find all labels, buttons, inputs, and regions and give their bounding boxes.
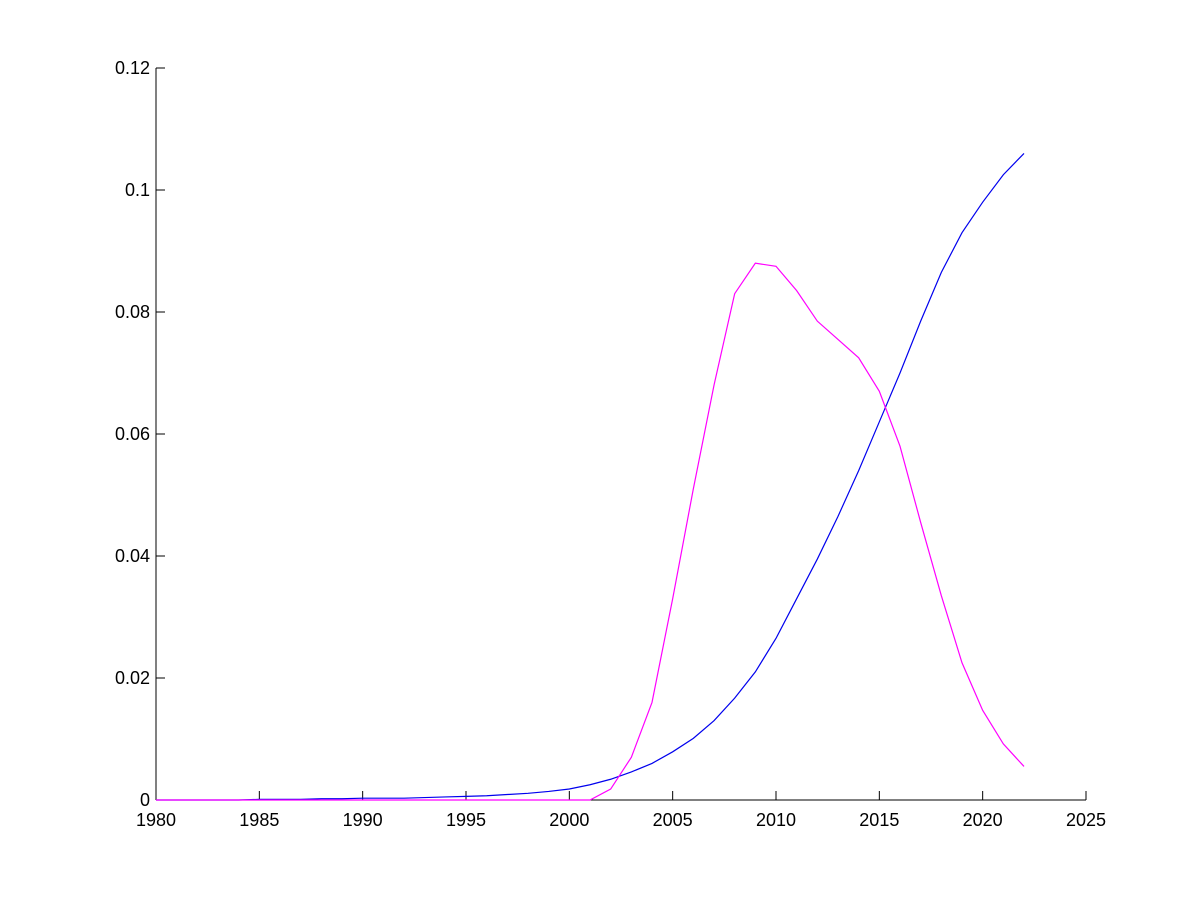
- x-tick-label: 2010: [756, 810, 796, 830]
- x-tick-label: 1985: [239, 810, 279, 830]
- y-tick-label: 0.02: [115, 668, 150, 688]
- x-tick-label: 1980: [136, 810, 176, 830]
- x-tick-label: 2020: [963, 810, 1003, 830]
- x-tick-label: 2025: [1066, 810, 1106, 830]
- x-tick-label: 2015: [859, 810, 899, 830]
- data-line: [156, 152, 1025, 801]
- y-tick-label: 0.1: [125, 180, 150, 200]
- data-line: [156, 262, 1025, 801]
- x-tick-label: 1990: [343, 810, 383, 830]
- y-tick-label: 0.08: [115, 302, 150, 322]
- x-tick-label: 2005: [653, 810, 693, 830]
- y-tick-label: 0.12: [115, 58, 150, 78]
- x-tick-label: 2000: [549, 810, 589, 830]
- y-tick-label: 0.06: [115, 424, 150, 444]
- y-tick-label: 0: [140, 790, 150, 810]
- x-tick-label: 1995: [446, 810, 486, 830]
- y-tick-label: 0.04: [115, 546, 150, 566]
